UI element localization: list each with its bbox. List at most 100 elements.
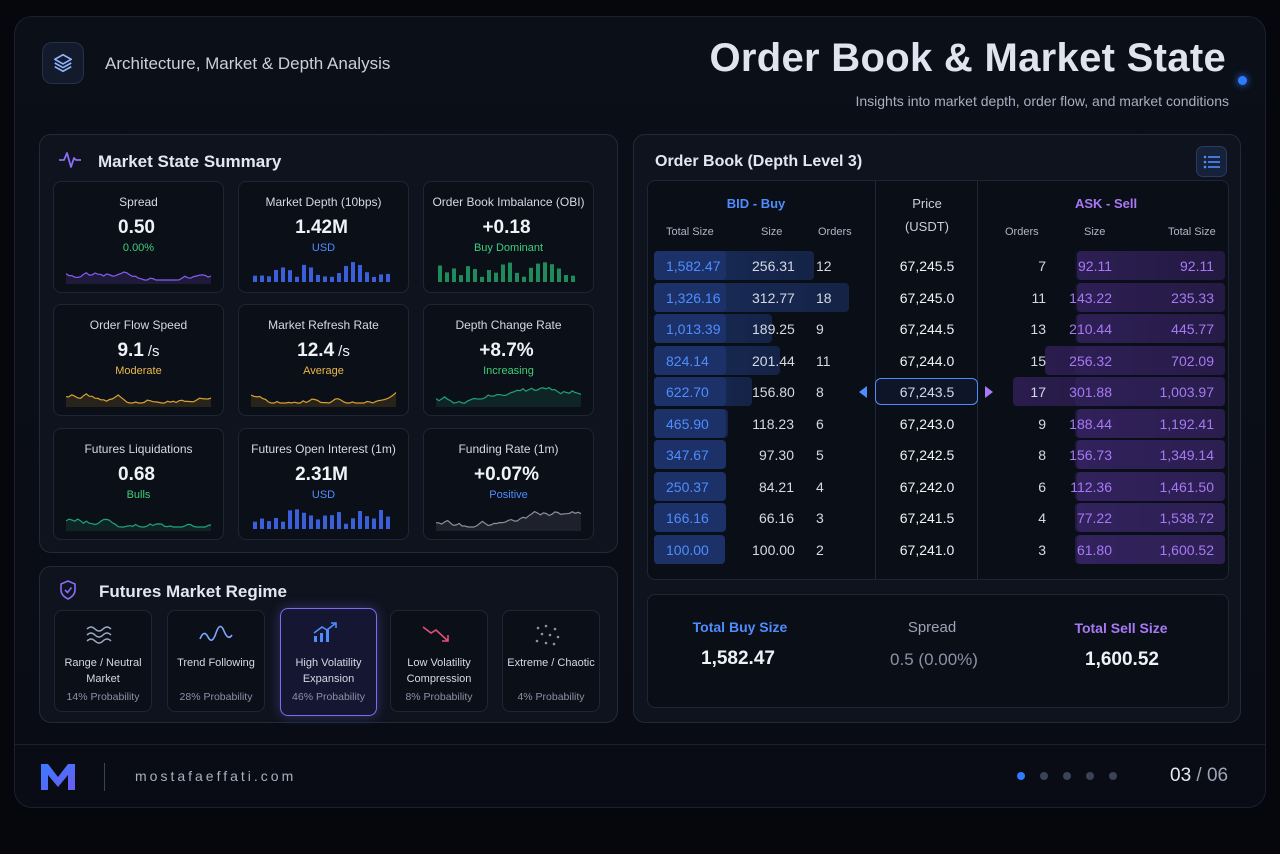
sparkline bbox=[253, 262, 390, 282]
bid-total: 1,582.47 bbox=[666, 258, 721, 274]
sparkline-bar bbox=[288, 270, 292, 282]
ask-col-size: Size bbox=[1084, 226, 1106, 238]
ask-total: 1,003.97 bbox=[1159, 384, 1215, 400]
bid-orders: 6 bbox=[816, 415, 824, 432]
bid-total: 824.14 bbox=[666, 352, 709, 369]
metric-status: USD bbox=[311, 489, 336, 501]
sparkline-bar bbox=[501, 264, 505, 282]
sparkline-bar bbox=[480, 276, 484, 282]
price-level[interactable]: 67,241.0 bbox=[899, 541, 955, 558]
website-link[interactable]: mostafaeffati.com bbox=[135, 768, 297, 784]
total-sell-label: Total Sell Size bbox=[1074, 620, 1168, 636]
price-level[interactable]: 67,242.0 bbox=[899, 478, 955, 495]
ask-total-bar bbox=[1075, 377, 1225, 406]
sparkline-bar bbox=[386, 273, 390, 282]
price-level[interactable]: 67,245.0 bbox=[899, 289, 955, 306]
sparkline-bar bbox=[330, 515, 334, 529]
sparkline-bar bbox=[365, 516, 369, 529]
waves-icon bbox=[86, 626, 112, 644]
price-level[interactable]: 67,243.5 bbox=[899, 384, 955, 400]
price-level[interactable]: 67,243.0 bbox=[899, 415, 955, 432]
sparkline-bar bbox=[288, 510, 292, 529]
ask-size: 112.36 bbox=[1070, 478, 1112, 495]
ask-depth-bar bbox=[1077, 314, 1225, 343]
price-level[interactable]: 67,241.5 bbox=[899, 510, 955, 526]
ask-depth-bar bbox=[1013, 377, 1225, 406]
rising-chart-icon bbox=[313, 622, 337, 642]
metric-label: Futures Liquidations bbox=[84, 442, 193, 456]
metric-card: Spread 0.50 0.00% bbox=[53, 181, 224, 293]
bid-total-bar bbox=[654, 408, 726, 438]
metric-label: Depth Change Rate bbox=[455, 318, 562, 332]
pager-dot[interactable] bbox=[1086, 772, 1094, 780]
price-level[interactable]: 67,245.5 bbox=[899, 258, 955, 274]
bid-size: 66.16 bbox=[758, 510, 794, 526]
regime-card[interactable]: Low Volatility Compression 8% Probability bbox=[390, 610, 488, 712]
bid-orders: 3 bbox=[816, 510, 824, 526]
metric-label: Market Refresh Rate bbox=[268, 318, 379, 332]
sparkline-bar bbox=[557, 268, 561, 282]
ask-size: 188.44 bbox=[1069, 415, 1112, 432]
ask-total-bar bbox=[1075, 471, 1225, 501]
bid-total: 166.16 bbox=[666, 510, 709, 526]
ask-total-bar bbox=[1075, 503, 1225, 532]
pager-dot[interactable] bbox=[1040, 772, 1048, 780]
regime-probability: 8% Probability bbox=[405, 691, 473, 703]
bid-orders: 12 bbox=[816, 258, 832, 274]
sparkline-bar bbox=[473, 269, 477, 282]
metric-status: Moderate bbox=[115, 365, 162, 377]
ask-total: 1,461.50 bbox=[1159, 478, 1215, 495]
bid-total: 465.90 bbox=[666, 415, 709, 432]
sparkline-line bbox=[251, 392, 397, 404]
price-level[interactable]: 67,244.0 bbox=[899, 352, 955, 369]
footer-separator bbox=[104, 763, 105, 791]
sparkline bbox=[253, 509, 390, 529]
pager-dot[interactable] bbox=[1109, 772, 1117, 780]
regime-card[interactable]: Range / Neutral Market 14% Probability bbox=[54, 610, 152, 712]
ask-size: 210.44 bbox=[1069, 321, 1112, 337]
bid-total-bar bbox=[654, 314, 726, 343]
sparkline bbox=[436, 510, 582, 531]
brand-logo bbox=[41, 764, 75, 790]
pager-dot[interactable] bbox=[1063, 772, 1071, 780]
sparkline-area bbox=[66, 272, 211, 284]
regime-card[interactable]: High Volatility Expansion 46% Probability bbox=[280, 608, 377, 716]
ask-col-orders: Orders bbox=[1005, 226, 1039, 238]
metric-status: 0.00% bbox=[122, 242, 155, 254]
sparkline-bar bbox=[281, 267, 285, 282]
ask-total-bar bbox=[1075, 314, 1225, 343]
metric-value: +0.07% bbox=[474, 464, 539, 485]
metric-label: Order Flow Speed bbox=[89, 318, 188, 332]
column-divider-right bbox=[977, 181, 978, 579]
pager-dot[interactable] bbox=[1017, 772, 1025, 780]
bid-orders: 5 bbox=[816, 447, 824, 463]
menu-button[interactable] bbox=[1196, 146, 1227, 177]
shield-icon bbox=[60, 580, 76, 600]
regime-card[interactable]: Trend Following 28% Probability bbox=[167, 610, 265, 712]
sparkline-line bbox=[436, 510, 582, 528]
market-state-title: Market State Summary bbox=[98, 152, 282, 171]
spread-label: Spread bbox=[907, 619, 957, 636]
sparkline-bar bbox=[543, 262, 547, 282]
sparkline-bar bbox=[253, 521, 257, 529]
regime-probability: 14% Probability bbox=[66, 691, 140, 703]
ask-size: 61.80 bbox=[1076, 541, 1112, 558]
sparkline-bar bbox=[564, 275, 568, 282]
sparkline-bar bbox=[508, 262, 512, 282]
ask-size: 77.22 bbox=[1076, 510, 1112, 526]
price-level[interactable]: 67,244.5 bbox=[899, 321, 955, 337]
ask-total-bar bbox=[1075, 282, 1225, 312]
sparkline-bar bbox=[487, 269, 491, 282]
bid-total-bar bbox=[654, 377, 726, 406]
regime-card[interactable]: Extreme / Chaotic 4% Probability bbox=[502, 610, 600, 712]
bid-total-bar bbox=[654, 440, 726, 469]
sparkline-bar bbox=[274, 269, 278, 282]
sparkline-bar bbox=[536, 263, 540, 282]
regime-name: High Volatility Expansion bbox=[295, 657, 362, 685]
regime-name: Trend Following bbox=[177, 657, 255, 669]
sparkline-line bbox=[66, 518, 212, 528]
ask-orders: 3 bbox=[1038, 541, 1046, 558]
price-level[interactable]: 67,242.5 bbox=[899, 447, 955, 463]
sparkline-bar bbox=[571, 275, 575, 282]
sparkline-bar bbox=[365, 272, 369, 282]
